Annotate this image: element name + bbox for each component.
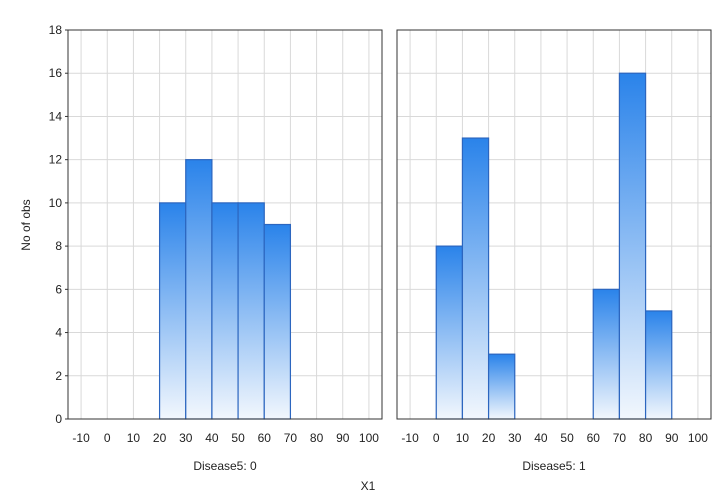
bars [158,72,673,420]
x-tick-label: 60 [587,431,601,445]
y-tick-label: 18 [49,23,63,37]
x-tick-label: 70 [613,431,627,445]
x-tick-label: 20 [482,431,496,445]
histogram-bar [644,310,673,420]
x-tick-label: 0 [104,431,111,445]
x-tick-label: 30 [508,431,522,445]
panel-label: Disease5: 1 [522,459,586,473]
y-tick-label: 8 [55,239,62,253]
x-tick-label: 60 [258,431,272,445]
x-tick-label: 50 [560,431,574,445]
x-tick-label: -10 [401,431,419,445]
histogram-bar [487,353,516,420]
x-tick-label: 70 [284,431,298,445]
panel-frames [65,29,712,420]
histogram-bar [237,202,265,420]
y-tick-label: 12 [49,153,63,167]
histogram-bar [158,202,187,420]
histogram-bar [592,288,621,420]
histogram-bar [211,202,239,420]
panel-label: Disease5: 0 [193,459,257,473]
y-tick-label: 2 [55,369,62,383]
x-tick-label: -10 [72,431,90,445]
histogram-bar [263,223,292,420]
x-tick-label: 30 [179,431,193,445]
histogram-bar [618,72,647,420]
y-tick-label: 4 [55,326,62,340]
y-axis-label: No of obs [19,199,33,250]
x-tick-label: 80 [639,431,653,445]
x-tick-label: 100 [688,431,708,445]
x-tick-label: 80 [310,431,324,445]
x-tick-label: 40 [534,431,548,445]
x-axis-label: X1 [361,479,376,493]
x-tick-label: 10 [456,431,470,445]
x-tick-label: 40 [205,431,219,445]
axis-labels: No of obs X1 [19,199,376,493]
histogram-bar [435,245,464,420]
y-tick-label: 6 [55,282,62,296]
histogram-bar [461,137,490,420]
x-tick-label: 50 [231,431,245,445]
x-tick-label: 100 [359,431,379,445]
x-tick-label: 20 [153,431,167,445]
x-tick-label: 90 [665,431,679,445]
y-tick-label: 0 [55,412,62,426]
x-tick-label: 10 [127,431,141,445]
y-tick-label: 10 [49,196,63,210]
y-tick-label: 14 [49,109,63,123]
histogram-bar [185,159,213,420]
x-tick-label: 90 [336,431,350,445]
x-tick-label: 0 [433,431,440,445]
panel-frame [67,29,383,420]
panel-frame [396,29,712,420]
y-tick-label: 16 [49,66,63,80]
